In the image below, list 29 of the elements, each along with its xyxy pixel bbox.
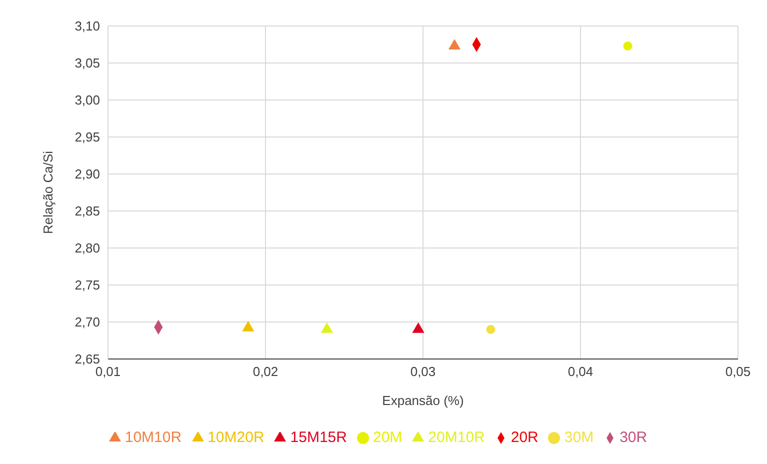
y-tick-label: 2,65 (74, 352, 100, 367)
legend-label: 30R (620, 429, 648, 446)
legend-label: 30M (564, 429, 594, 446)
x-tick-label: 0,04 (568, 364, 594, 380)
legend-label: 15M15R (290, 429, 347, 446)
legend-label: 20R (510, 429, 538, 446)
x-axis-title: Expansão (%) (382, 393, 464, 408)
point (320, 322, 334, 333)
y-axis-title: Relação Ca/Si (40, 150, 56, 234)
point (242, 320, 254, 332)
legend-label: 10M20R (208, 429, 264, 446)
point (623, 41, 632, 50)
y-tick-label: 2,85 (74, 204, 100, 219)
y-tick-label: 3,05 (74, 56, 100, 71)
legend-label: 20M10R (428, 429, 485, 446)
y-tick-label: 2,75 (74, 278, 100, 293)
y-tick-label: 3,00 (74, 92, 100, 108)
legend-label: 10M10R (124, 429, 182, 446)
y-tick-label: 3,10 (74, 18, 100, 34)
x-tick-label: 0,01 (95, 364, 121, 380)
legend-label: 20M (372, 429, 402, 446)
y-tick-label: 2,80 (74, 240, 100, 256)
y-tick-label: 2,90 (74, 166, 100, 182)
x-tick-label: 0,03 (410, 364, 436, 380)
x-tick-label: 0,05 (725, 364, 751, 380)
y-tick-label: 2,70 (74, 314, 100, 330)
y-tick-label: 2,95 (74, 130, 100, 145)
x-tick-label: 0,02 (252, 364, 278, 380)
point (412, 322, 424, 333)
